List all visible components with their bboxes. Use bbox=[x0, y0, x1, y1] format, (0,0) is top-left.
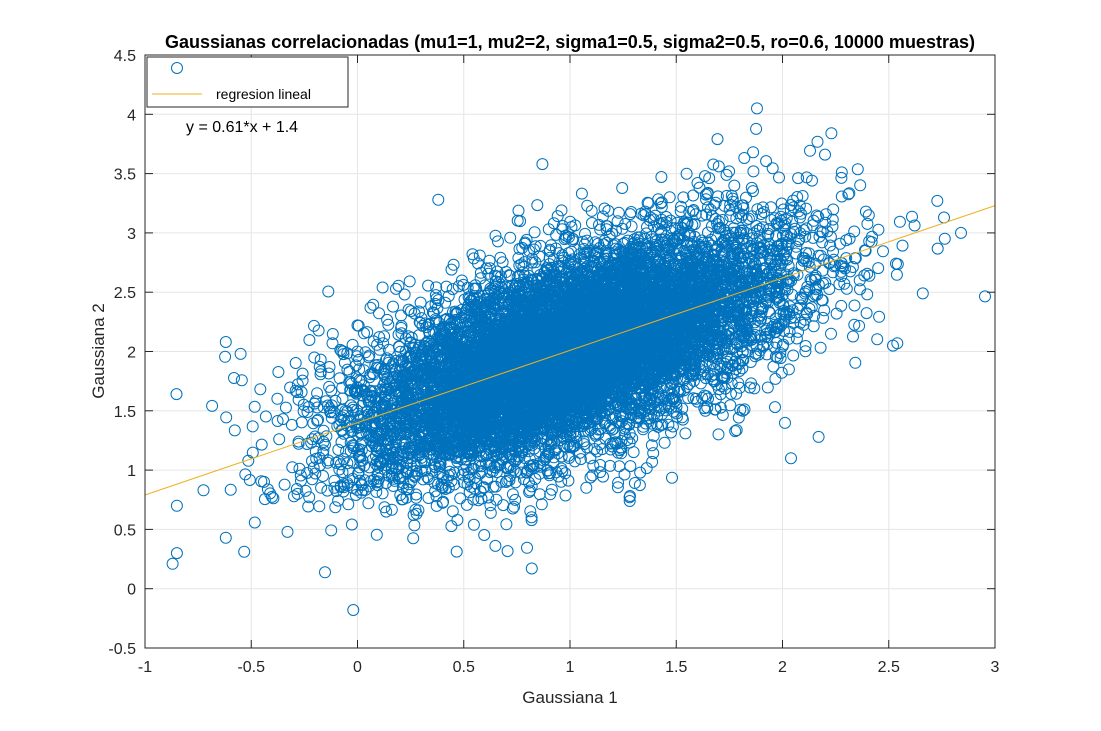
chart-title: Gaussianas correlacionadas (mu1=1, mu2=2… bbox=[165, 32, 975, 52]
